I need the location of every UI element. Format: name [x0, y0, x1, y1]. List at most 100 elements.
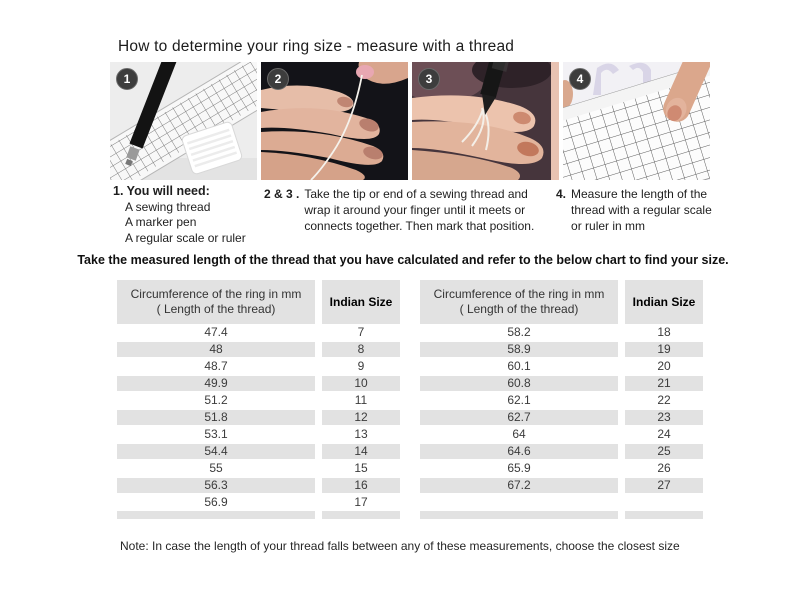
indian-size-cell: 19 — [625, 341, 703, 358]
table-row: 62.7 23 — [420, 409, 703, 426]
circumference-cell: 58.9 — [420, 341, 618, 358]
table-spacer — [420, 494, 703, 511]
circumference-cell: 67.2 — [420, 477, 618, 494]
table-row: 54.4 14 — [117, 443, 400, 460]
indian-size-cell: 18 — [657, 325, 671, 339]
bottom-note: Note: In case the length of your thread … — [120, 539, 680, 553]
step1-item: A sewing thread — [125, 199, 211, 214]
step2-photo: 2 — [261, 62, 408, 180]
page-title: How to determine your ring size - measur… — [118, 38, 515, 55]
circumference-cell: 56.3 — [117, 477, 315, 494]
table-row: 64 24 — [420, 426, 703, 443]
circumference-cell: 47.4 — [204, 325, 228, 339]
circumference-cell: 65.9 — [507, 461, 531, 475]
table-row: 51.8 12 — [117, 409, 400, 426]
step4-photo: 4 — [563, 62, 710, 180]
indian-size-cell: 14 — [322, 443, 400, 460]
indian-size-cell: 7 — [357, 325, 365, 339]
indian-size-cell: 21 — [625, 375, 703, 392]
indian-size-cell: 20 — [657, 359, 671, 373]
indian-size-cell: 16 — [322, 477, 400, 494]
circumference-cell: 62.7 — [420, 409, 618, 426]
size-table-left: Circumference of the ring in mm ( Length… — [117, 280, 400, 519]
table-row: 58.2 18 — [420, 324, 703, 341]
step4-text: Measure the length of the thread with a … — [571, 187, 712, 233]
step1-text-block: 1. You will need: A sewing thread A mark… — [113, 184, 283, 246]
circumference-cell: 64 — [512, 427, 526, 441]
indian-size-cell: 11 — [354, 393, 368, 407]
table-row: 53.1 13 — [117, 426, 400, 443]
table-header-row: Circumference of the ring in mm ( Length… — [420, 280, 703, 324]
table-row: 48 8 — [117, 341, 400, 358]
circumference-cell: 64.6 — [420, 443, 618, 460]
table-row: 51.2 11 — [117, 392, 400, 409]
table-row: 49.9 10 — [117, 375, 400, 392]
table-row: 60.1 20 — [420, 358, 703, 375]
table-header-row: Circumference of the ring in mm ( Length… — [117, 280, 400, 324]
step-number-badge: 4 — [569, 68, 591, 90]
step1-item: A regular scale or ruler — [125, 230, 246, 245]
step23-label: 2 & 3 . — [264, 187, 300, 201]
table-row: 60.8 21 — [420, 375, 703, 392]
table-row: 56.9 17 — [117, 494, 400, 511]
step3-photo: 3 — [412, 62, 559, 180]
table-footer-bar — [117, 511, 400, 519]
table-row: 64.6 25 — [420, 443, 703, 460]
size-table-right: Circumference of the ring in mm ( Length… — [420, 280, 703, 519]
step23-text: Take the tip or end of a sewing thread a… — [304, 187, 535, 233]
circumference-column-header: Circumference of the ring in mm ( Length… — [420, 280, 618, 324]
circumference-cell: 60.1 — [507, 359, 531, 373]
indian-size-column-header: Indian Size — [322, 280, 400, 324]
thread-around-finger-illustration — [261, 62, 408, 180]
table-row: 67.2 27 — [420, 477, 703, 494]
step-number-badge: 3 — [418, 68, 440, 90]
circumference-column-header: Circumference of the ring in mm ( Length… — [117, 280, 315, 324]
chart-instruction-line: Take the measured length of the thread t… — [77, 253, 729, 267]
indian-size-cell: 13 — [354, 427, 368, 441]
indian-size-cell: 9 — [357, 359, 365, 373]
circumference-cell: 54.4 — [117, 443, 315, 460]
measuring-on-ruler-illustration — [563, 62, 710, 180]
indian-size-cell: 12 — [322, 409, 400, 426]
table-footer-bar — [420, 511, 703, 519]
step1-photo: 1 — [110, 62, 257, 180]
indian-size-cell: 22 — [657, 393, 671, 407]
indian-size-column-header: Indian Size — [625, 280, 703, 324]
step-number-badge: 2 — [267, 68, 289, 90]
indian-size-cell: 8 — [322, 341, 400, 358]
circumference-cell: 58.2 — [507, 325, 531, 339]
step-number-badge: 1 — [116, 68, 138, 90]
circumference-cell: 49.9 — [117, 375, 315, 392]
supplies-illustration — [110, 62, 257, 180]
step1-heading: 1. You will need: — [113, 184, 210, 198]
table-body: 58.2 18 58.9 19 60.1 20 60.8 21 62.1 22 62.7 23 64 24… — [420, 324, 703, 494]
indian-size-cell: 24 — [657, 427, 671, 441]
step1-item: A marker pen — [125, 215, 197, 229]
indian-size-cell: 27 — [625, 477, 703, 494]
indian-size-cell: 17 — [354, 495, 368, 509]
table-row: 47.4 7 — [117, 324, 400, 341]
circumference-cell: 62.1 — [507, 393, 531, 407]
circumference-cell: 60.8 — [420, 375, 618, 392]
step23-text-block: 2 & 3 . Take the tip or end of a sewing … — [264, 186, 542, 234]
circumference-cell: 51.2 — [204, 393, 228, 407]
circumference-cell: 56.9 — [204, 495, 228, 509]
table-row: 56.3 16 — [117, 477, 400, 494]
step-photo-strip: 1 2 — [110, 62, 710, 180]
table-row: 48.7 9 — [117, 358, 400, 375]
indian-size-cell: 23 — [625, 409, 703, 426]
circumference-cell: 48 — [117, 341, 315, 358]
circumference-cell: 48.7 — [204, 359, 228, 373]
circumference-cell: 53.1 — [204, 427, 228, 441]
circumference-cell: 51.8 — [117, 409, 315, 426]
table-body: 47.4 7 48 8 48.7 9 49.9 10 51.2 11 51.8 12 53.1 13 54.… — [117, 324, 400, 511]
circumference-cell: 55 — [209, 461, 223, 475]
indian-size-cell: 10 — [322, 375, 400, 392]
table-row: 62.1 22 — [420, 392, 703, 409]
step4-text-block: 4. Measure the length of the thread with… — [556, 186, 723, 234]
indian-size-cell: 25 — [625, 443, 703, 460]
indian-size-cell: 26 — [657, 461, 671, 475]
table-row: 58.9 19 — [420, 341, 703, 358]
indian-size-cell: 15 — [354, 461, 368, 475]
